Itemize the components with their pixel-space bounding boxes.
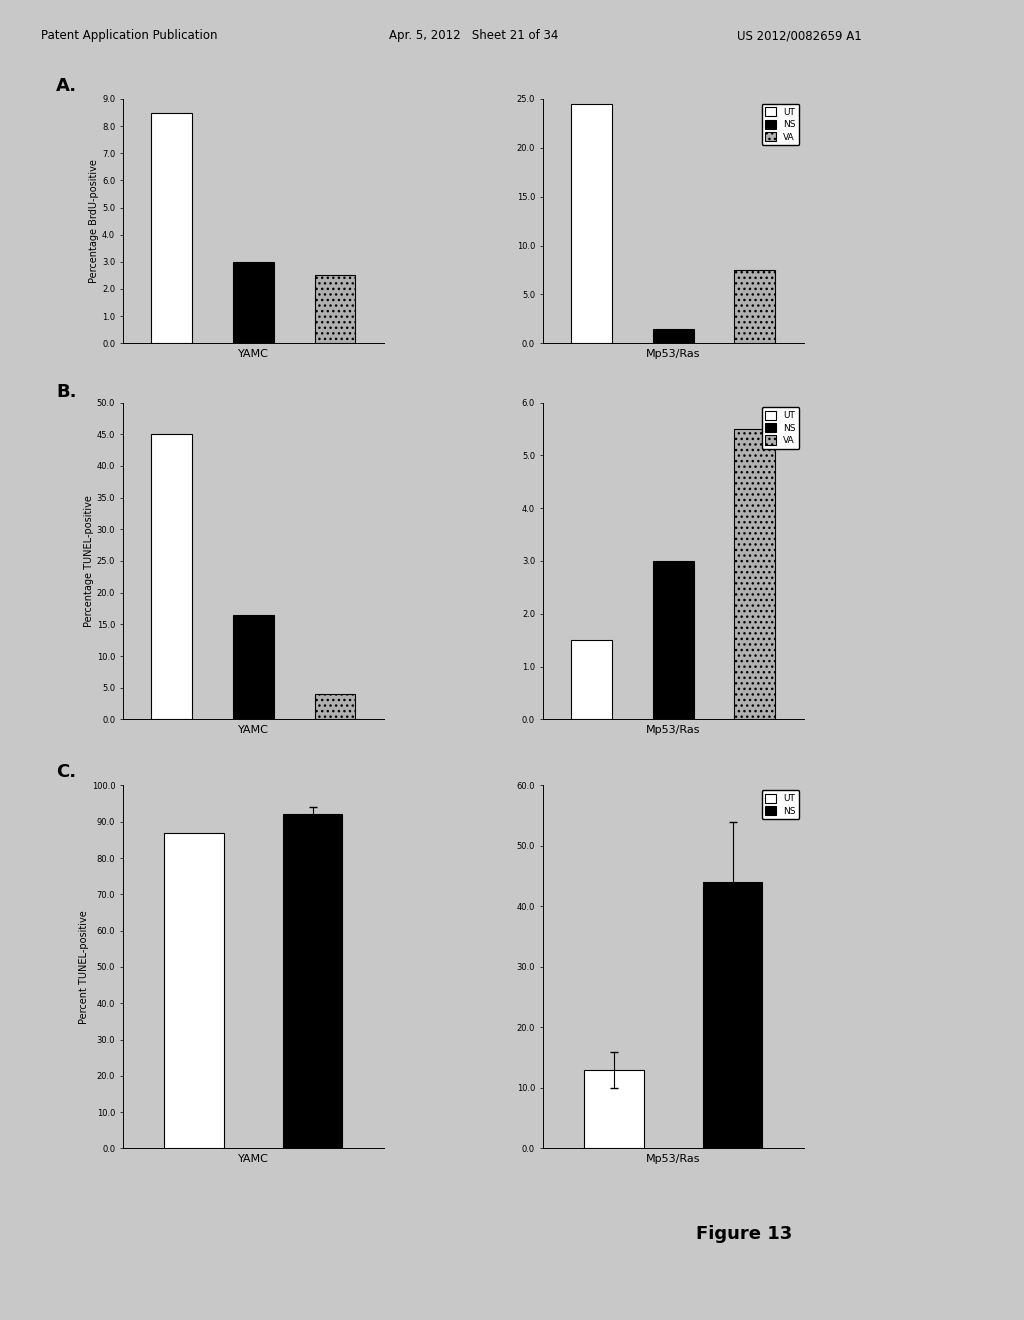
X-axis label: YAMC: YAMC (238, 1154, 269, 1164)
Bar (571, 104, 612, 343)
Text: Figure 13: Figure 13 (696, 1225, 793, 1243)
X-axis label: Mp53/Ras: Mp53/Ras (646, 1154, 700, 1164)
X-axis label: Mp53/Ras: Mp53/Ras (646, 348, 700, 359)
Bar (314, 276, 355, 343)
Legend: UT, NS, VA: UT, NS, VA (762, 103, 800, 145)
Text: Patent Application Publication: Patent Application Publication (41, 29, 217, 42)
Text: C.: C. (56, 763, 77, 781)
Bar (585, 1069, 644, 1148)
Text: Apr. 5, 2012   Sheet 21 of 34: Apr. 5, 2012 Sheet 21 of 34 (389, 29, 558, 42)
Bar (734, 271, 775, 343)
Bar (571, 640, 612, 719)
Y-axis label: Percent TUNEL-positive: Percent TUNEL-positive (79, 909, 89, 1024)
Bar (734, 429, 775, 719)
Bar (165, 833, 224, 1148)
X-axis label: YAMC: YAMC (238, 348, 269, 359)
Bar (702, 882, 762, 1148)
Bar (314, 694, 355, 719)
Bar (233, 261, 273, 343)
X-axis label: YAMC: YAMC (238, 725, 269, 735)
Text: US 2012/0082659 A1: US 2012/0082659 A1 (737, 29, 862, 42)
X-axis label: Mp53/Ras: Mp53/Ras (646, 725, 700, 735)
Y-axis label: Percentage TUNEL-positive: Percentage TUNEL-positive (84, 495, 94, 627)
Bar (152, 434, 193, 719)
Legend: UT, NS, VA: UT, NS, VA (762, 407, 800, 449)
Text: B.: B. (56, 383, 77, 401)
Bar (653, 329, 693, 343)
Legend: UT, NS: UT, NS (762, 789, 800, 820)
Y-axis label: Percentage BrdU-positive: Percentage BrdU-positive (89, 160, 99, 282)
Bar (283, 814, 342, 1148)
Bar (653, 561, 693, 719)
Text: A.: A. (56, 77, 78, 95)
Bar (152, 112, 193, 343)
Bar (233, 615, 273, 719)
